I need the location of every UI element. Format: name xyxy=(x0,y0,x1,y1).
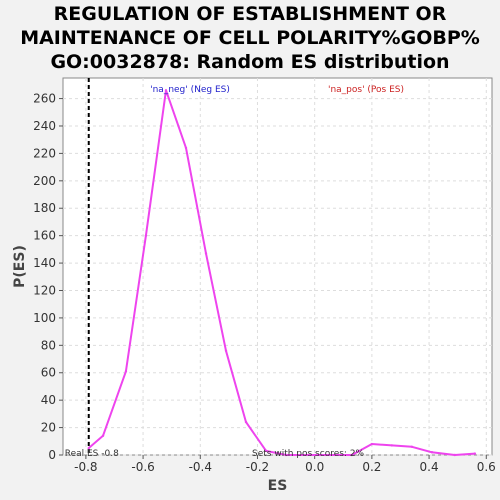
grid-layer xyxy=(63,78,492,456)
data-point xyxy=(224,349,228,353)
y-tick-label: 0 xyxy=(48,448,56,462)
data-point xyxy=(244,420,248,424)
data-point xyxy=(430,451,434,454)
neg-es-label: 'na_neg' (Neg ES) xyxy=(150,85,230,95)
y-tick-label: 100 xyxy=(33,311,56,325)
y-tick-label: 80 xyxy=(41,338,56,352)
data-point xyxy=(124,370,128,373)
y-tick-label: 200 xyxy=(33,174,56,188)
y-tick-label: 60 xyxy=(41,366,56,380)
data-point xyxy=(204,252,208,255)
axis-layer: 0 20 40 60 80 100 120 140 160 180 200 220 240 260 -0.8… xyxy=(33,92,496,474)
plot-area xyxy=(62,77,493,456)
series-line xyxy=(88,89,475,456)
y-tick-label: 220 xyxy=(33,146,56,160)
x-tick-label: -0.4 xyxy=(189,460,212,474)
data-point xyxy=(264,449,268,453)
x-tick-label: 0.6 xyxy=(477,460,496,474)
data-point xyxy=(370,442,374,446)
data-point xyxy=(453,453,457,457)
chart-title-line-2: MAINTENANCE OF CELL POLARITY%GOBP% xyxy=(20,27,480,49)
real-es-label: Real ES -0.8 xyxy=(65,449,119,459)
x-tick-label: 0.0 xyxy=(305,460,324,474)
x-tick-label: -0.6 xyxy=(131,460,154,474)
x-tick-label: 0.4 xyxy=(420,460,439,474)
x-tick-label: 0.2 xyxy=(362,460,381,474)
data-point xyxy=(164,89,168,92)
y-tick-label: 240 xyxy=(33,119,56,133)
y-tick-label: 40 xyxy=(41,393,56,407)
data-point xyxy=(144,234,148,237)
point-layer xyxy=(87,89,477,457)
y-tick-label: 120 xyxy=(33,283,56,297)
x-axis-title: ES xyxy=(268,478,288,494)
data-point xyxy=(184,146,188,150)
y-tick-label: 180 xyxy=(33,201,56,215)
data-point xyxy=(410,445,414,448)
y-axis-title: P(ES) xyxy=(12,245,28,288)
y-tick-label: 260 xyxy=(33,92,56,106)
pos-es-label: 'na_pos' (Pos ES) xyxy=(328,85,404,95)
data-point xyxy=(87,446,90,450)
data-point xyxy=(473,452,477,455)
x-tick-label: -0.2 xyxy=(246,460,269,474)
chart-title-line-3: GO:0032878: Random ES distribution xyxy=(50,51,450,73)
y-tick-label: 20 xyxy=(41,421,56,435)
chart-title-line-1: REGULATION OF ESTABLISHMENT OR xyxy=(53,3,447,25)
data-point xyxy=(101,434,105,438)
x-tick-label: -0.8 xyxy=(74,460,97,474)
data-point xyxy=(284,453,288,457)
pos-scores-label: Sets with pos scores: 2% xyxy=(252,449,365,459)
data-point xyxy=(350,453,354,457)
y-tick-label: 160 xyxy=(33,229,56,243)
data-point xyxy=(390,444,394,447)
y-tick-label: 140 xyxy=(33,256,56,270)
